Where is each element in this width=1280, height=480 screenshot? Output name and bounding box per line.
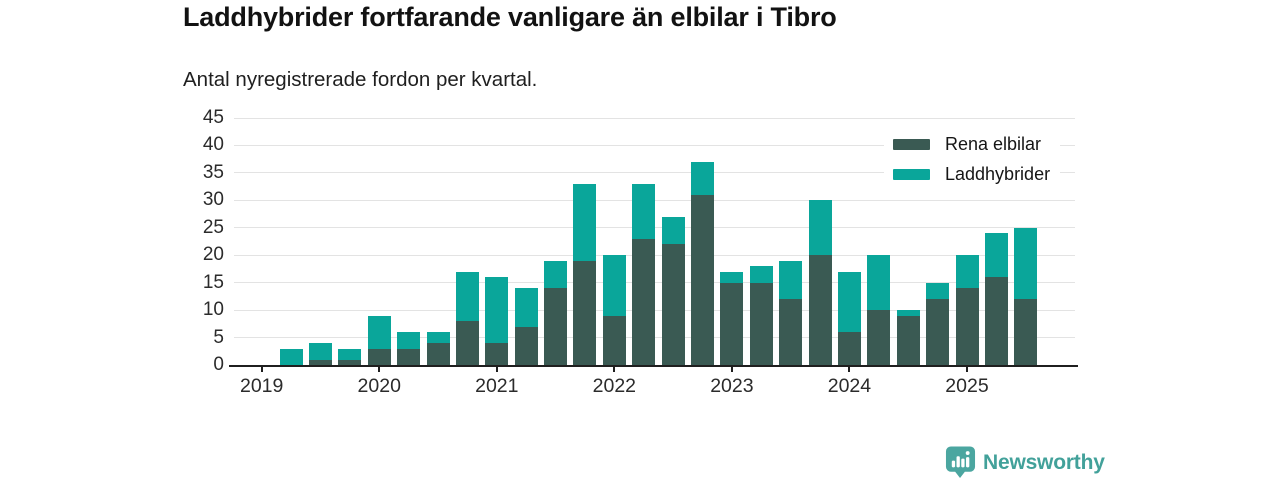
bar-segment: [779, 260, 803, 300]
y-tick-label: 45: [202, 107, 224, 128]
bar-segment: [279, 348, 303, 365]
x-tick-label: 2023: [710, 375, 754, 397]
bar-segment: [926, 299, 950, 365]
bar-segment: [573, 260, 597, 365]
x-tick: [495, 365, 498, 372]
y-tick-label: 35: [202, 161, 224, 183]
bar-segment: [602, 315, 626, 365]
y-tick-label: 5: [213, 326, 224, 348]
legend-item-laddhybrider: Laddhybrider: [893, 164, 1050, 185]
y-tick-label: 40: [202, 134, 224, 156]
bar-segment: [661, 244, 685, 365]
bar-segment: [455, 271, 479, 322]
bar-segment: [485, 343, 509, 365]
bar-segment: [749, 266, 773, 283]
bar-segment: [984, 233, 1008, 278]
bar-segment: [661, 216, 685, 245]
bar-segment: [691, 194, 714, 365]
bar-segment: [544, 288, 568, 365]
bar-segment: [896, 310, 920, 316]
bar-segment: [367, 315, 391, 349]
bar-segment: [397, 332, 421, 349]
bar-segment: [338, 348, 362, 360]
bar-segment: [1014, 299, 1038, 365]
x-tick: [730, 365, 733, 372]
x-axis-line: [229, 364, 1078, 367]
bar-segment: [308, 359, 332, 365]
x-tick-label: 2021: [475, 375, 519, 397]
bar-segment: [837, 271, 861, 333]
x-tick: [848, 365, 851, 372]
newsworthy-brand-link[interactable]: Newsworthy: [945, 446, 1105, 479]
bar-segment: [514, 288, 538, 327]
y-tick-label: 20: [202, 244, 224, 266]
x-tick-label: 2025: [945, 375, 989, 397]
gridline: [234, 144, 1075, 146]
x-tick: [260, 365, 263, 372]
x-tick-label: 2019: [239, 375, 284, 397]
legend-item-rena-elbilar: Rena elbilar: [893, 134, 1050, 155]
bar-segment: [426, 332, 450, 344]
bar-segment: [720, 271, 744, 283]
y-tick-label: 25: [202, 216, 224, 238]
plot-area: 2019 2020 2021 2022 2023 2024 2025: [229, 117, 1078, 397]
bar-segment: [455, 321, 479, 365]
bar-segment: [867, 310, 891, 365]
bar-segment: [485, 277, 509, 344]
bar-segment: [926, 282, 950, 300]
bar-segment: [338, 359, 362, 365]
y-tick-label: 10: [202, 299, 224, 321]
bar-segment: [426, 343, 450, 365]
bar-segment: [1014, 227, 1038, 300]
newsworthy-pin-barchart-icon: [945, 446, 976, 478]
chart-subtitle: Antal nyregistrerade fordon per kvartal.: [183, 68, 538, 91]
x-tick: [613, 365, 616, 372]
bar-segment: [573, 183, 597, 261]
gridline: [234, 117, 1075, 119]
legend-label: Laddhybrider: [945, 164, 1051, 184]
legend-swatch-rena-elbilar: [893, 139, 930, 150]
bar-segment: [808, 200, 832, 256]
x-tick-label: 2024: [827, 375, 872, 397]
bar-segment: [691, 161, 714, 195]
bar-segment: [397, 348, 421, 365]
bar-segment: [955, 255, 979, 289]
bar-segment: [955, 288, 979, 365]
bar-segment: [837, 332, 861, 365]
bar-segment: [779, 299, 803, 365]
y-tick-label: 30: [202, 189, 224, 211]
y-tick-label: 15: [202, 271, 224, 293]
bar-segment: [867, 255, 891, 311]
bar-segment: [308, 343, 332, 360]
bar-segment: [896, 315, 920, 365]
bar-segment: [544, 260, 568, 289]
bar-segment: [808, 255, 832, 365]
bar-segment: [367, 348, 391, 365]
bar-segment: [984, 277, 1008, 365]
x-tick: [966, 365, 968, 372]
gridline: [234, 172, 1075, 174]
x-tick-label: 2022: [592, 375, 637, 397]
legend-label: Rena elbilar: [945, 134, 1042, 154]
page-title: Laddhybrider fortfarande vanligare än el…: [183, 2, 837, 32]
bar-segment: [749, 282, 773, 365]
bar-segment: [514, 326, 538, 365]
bar-segment: [632, 183, 656, 239]
bar-segment: [720, 282, 744, 365]
x-tick-label: 2020: [357, 375, 401, 397]
chart-legend: Rena elbilar Laddhybrider: [884, 131, 1061, 195]
x-tick: [378, 365, 381, 372]
bar-segment: [632, 238, 656, 365]
y-tick-label: 0: [213, 354, 224, 375]
brand-wordmark: Newsworthy: [983, 450, 1105, 474]
bar-segment: [602, 255, 626, 316]
legend-swatch-laddhybrider: [893, 169, 930, 180]
